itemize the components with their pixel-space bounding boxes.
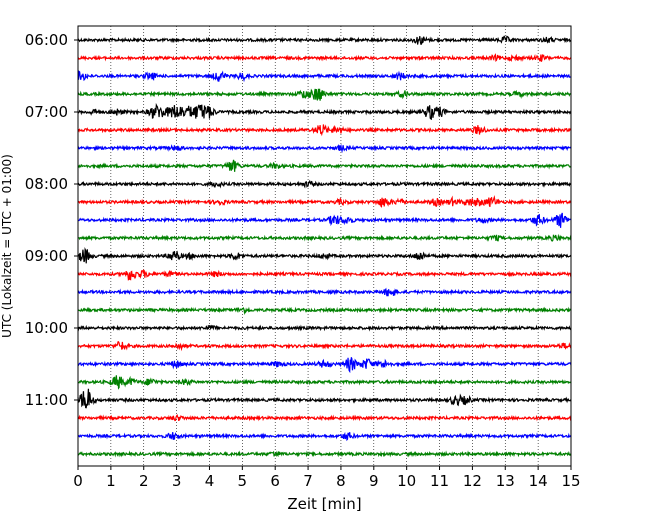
plot-frame xyxy=(77,25,572,467)
seismogram-trace xyxy=(77,159,572,172)
seismogram-trace xyxy=(77,70,572,83)
seismogram-trace xyxy=(77,269,572,281)
y-tick-label: 11:00 xyxy=(25,391,68,409)
x-tick-label: 6 xyxy=(270,472,280,490)
y-tick-label: 06:00 xyxy=(25,31,68,49)
x-tick-label: 12 xyxy=(463,472,482,490)
seismogram-trace xyxy=(77,53,572,62)
seismogram-trace xyxy=(77,88,572,101)
seismogram-trace xyxy=(77,194,572,208)
seismogram-trace xyxy=(77,212,572,228)
y-tick-label: 09:00 xyxy=(25,247,68,265)
seismogram-trace xyxy=(77,124,572,137)
x-tick-label: 9 xyxy=(369,472,379,490)
seismogram-trace xyxy=(77,35,572,45)
seismogram-trace xyxy=(77,450,572,458)
seismogram-trace xyxy=(77,413,572,422)
seismogram-trace xyxy=(77,247,572,264)
seismogram-trace xyxy=(77,431,572,442)
seismogram-trace xyxy=(77,179,572,189)
seismogram-trace xyxy=(77,341,572,352)
x-tick-label: 0 xyxy=(73,472,83,490)
x-tick-label: 4 xyxy=(205,472,215,490)
seismogram-trace xyxy=(77,375,572,390)
x-tick-label: 3 xyxy=(172,472,182,490)
y-tick-label: 10:00 xyxy=(25,319,68,337)
y-axis: 06:00 07:00 08:00 09:00 10:00 11:00 xyxy=(25,31,78,409)
x-axis: 0 1 2 3 4 5 6 7 8 9 10 11 12 13 14 15 xyxy=(73,466,581,490)
seismogram-trace xyxy=(77,233,572,242)
seismogram-trace xyxy=(77,143,572,154)
seismogram-trace xyxy=(77,287,572,297)
x-tick-label: 13 xyxy=(496,472,515,490)
x-tick-label: 10 xyxy=(397,472,416,490)
seismogram-trace xyxy=(77,388,572,409)
seismogram-trace xyxy=(77,324,572,332)
x-tick-label: 7 xyxy=(303,472,313,490)
x-tick-label: 15 xyxy=(561,472,580,490)
y-axis-title: UTC (Lokalzeit = UTC + 01:00) xyxy=(0,154,14,338)
x-tick-label: 11 xyxy=(430,472,449,490)
y-tick-label: 08:00 xyxy=(25,175,68,193)
y-tick-label: 07:00 xyxy=(25,103,68,121)
traces xyxy=(77,35,572,458)
x-tick-label: 2 xyxy=(139,472,149,490)
x-tick-label: 5 xyxy=(238,472,248,490)
x-tick-label: 14 xyxy=(529,472,548,490)
seismogram-trace xyxy=(77,357,572,374)
seismogram-trace xyxy=(77,102,572,121)
x-tick-label: 1 xyxy=(106,472,116,490)
x-tick-label: 8 xyxy=(336,472,346,490)
x-axis-title: Zeit [min] xyxy=(287,495,361,513)
seismogram-trace xyxy=(77,306,572,316)
